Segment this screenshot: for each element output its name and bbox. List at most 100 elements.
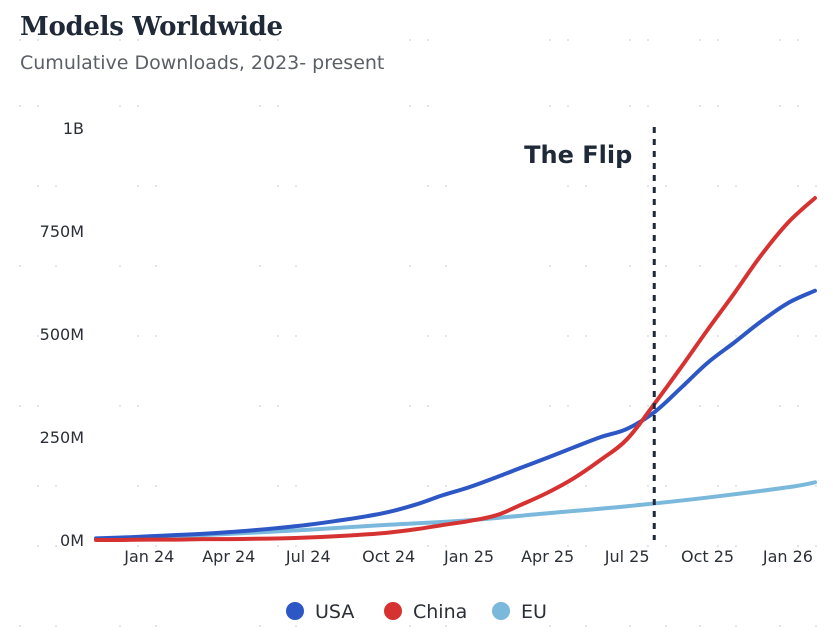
legend-label-china: China [413, 601, 467, 623]
grid-dot [549, 405, 551, 407]
grid-dot [567, 485, 569, 487]
legend-label-eu: EU [521, 601, 547, 623]
grid-dot [119, 625, 121, 627]
grid-dot [19, 265, 21, 267]
grid-dot [155, 485, 157, 487]
grid-dot [137, 105, 139, 107]
grid-dot [137, 405, 139, 407]
grid-dot [585, 545, 587, 547]
grid-dot [717, 405, 719, 407]
grid-dot [699, 39, 701, 41]
grid-dot [409, 625, 411, 627]
grid-dot [665, 485, 667, 487]
grid-dot [37, 545, 39, 547]
grid-dot [815, 545, 817, 547]
grid-dot [815, 625, 817, 627]
grid-dot [717, 105, 719, 107]
grid-dot [629, 39, 631, 41]
grid-dot [119, 39, 121, 41]
grid-dot [647, 105, 649, 107]
grid-dot [295, 625, 297, 627]
grid-dot [735, 265, 737, 267]
grid-dot [277, 39, 279, 41]
y-axis: 0M 250M 500M 750M 1B [40, 119, 84, 550]
x-tick-label: Jan 25 [443, 547, 494, 566]
grid-dot [797, 39, 799, 41]
grid-dot [119, 405, 121, 407]
grid-dot [259, 405, 261, 407]
grid-dot [155, 625, 157, 627]
y-tick-label: 250M [40, 428, 84, 447]
grid-dot [815, 265, 817, 267]
grid-dot [735, 485, 737, 487]
grid-dot [567, 185, 569, 187]
grid-dot [717, 485, 719, 487]
series-line-usa [94, 288, 817, 541]
grid-dot [427, 485, 429, 487]
grid-dot [277, 485, 279, 487]
grid-dot [277, 185, 279, 187]
grid-dot [259, 105, 261, 107]
grid-dot [717, 39, 719, 41]
grid-dot [735, 335, 737, 337]
grid-dot [585, 335, 587, 337]
grid-dot [445, 485, 447, 487]
grid-dot [137, 545, 139, 547]
grid-dot [665, 185, 667, 187]
grid-dot [647, 485, 649, 487]
grid-dot [37, 105, 39, 107]
grid-dot [445, 625, 447, 627]
grid-dot [277, 335, 279, 337]
background-dot-grid [19, 39, 817, 627]
grid-dot [427, 185, 429, 187]
grid-dot [665, 335, 667, 337]
grid-dot [55, 185, 57, 187]
y-tick-label: 1B [63, 119, 84, 138]
grid-dot [295, 485, 297, 487]
grid-dot [717, 185, 719, 187]
grid-dot [445, 185, 447, 187]
grid-dot [717, 545, 719, 547]
x-tick-label: Jul 24 [285, 547, 331, 566]
y-tick-label: 500M [40, 325, 84, 344]
y-tick-label: 750M [40, 222, 84, 241]
grid-dot [717, 335, 719, 337]
x-tick-label: Jan 26 [762, 547, 813, 566]
grid-dot [445, 265, 447, 267]
grid-dot [797, 545, 799, 547]
grid-dot [699, 105, 701, 107]
grid-dot [585, 265, 587, 267]
grid-dot [427, 105, 429, 107]
grid-dot [259, 625, 261, 627]
grid-dot [55, 625, 57, 627]
grid-dot [155, 335, 157, 337]
grid-dot [779, 105, 781, 107]
grid-dot [295, 545, 297, 547]
grid-dot [295, 335, 297, 337]
grid-dot [37, 485, 39, 487]
grid-dot [409, 265, 411, 267]
grid-dot [427, 405, 429, 407]
grid-dot [55, 545, 57, 547]
grid-dot [119, 105, 121, 107]
grid-dot [779, 265, 781, 267]
grid-dot [585, 485, 587, 487]
grid-dot [797, 405, 799, 407]
grid-dot [629, 105, 631, 107]
grid-dot [55, 335, 57, 337]
grid-dot [37, 335, 39, 337]
grid-dot [567, 39, 569, 41]
x-tick-label: Apr 24 [202, 547, 255, 566]
annotations: The Flip [524, 127, 656, 540]
series-lines [94, 196, 817, 543]
grid-dot [699, 405, 701, 407]
chart-subtitle: Cumulative Downloads, 2023- present [20, 52, 385, 74]
grid-dot [19, 105, 21, 107]
grid-dot [815, 485, 817, 487]
grid-dot [665, 625, 667, 627]
legend-swatch-usa [286, 602, 304, 620]
grid-dot [19, 625, 21, 627]
grid-dot [549, 105, 551, 107]
grid-dot [735, 625, 737, 627]
